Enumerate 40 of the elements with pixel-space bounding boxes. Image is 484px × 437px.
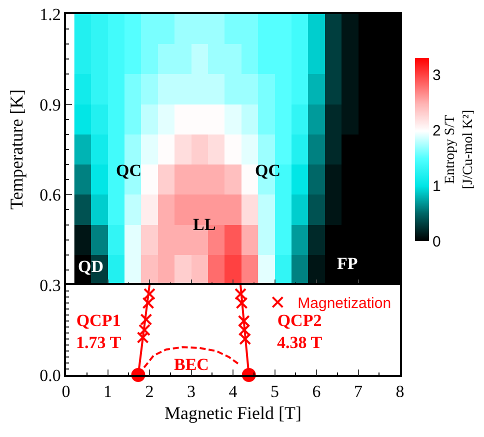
annotation: QC (255, 161, 280, 180)
point (140, 314, 152, 326)
x-tick-label: 8 (396, 382, 404, 402)
x-tick-label: 2 (145, 382, 154, 402)
color-bar-label: 0 (432, 233, 441, 250)
annotation: LL (193, 215, 216, 234)
point (234, 288, 247, 300)
y-tick-label: 0.6 (40, 186, 61, 205)
color-bar-label: 3 (432, 66, 441, 84)
point (236, 297, 248, 309)
y-axis-title: Temperature [K] (6, 89, 26, 210)
x-axis-title: Magnetic Field [T] (164, 402, 302, 423)
point (144, 288, 156, 300)
x-tick-label: 1 (104, 382, 112, 402)
annotation: QC (116, 161, 142, 180)
x-tick-label: 3 (187, 382, 196, 402)
point (138, 324, 150, 336)
color-bar-title: Entropy S/T [J/Cu-mol K²] (442, 110, 476, 190)
point (142, 297, 154, 309)
color-bar-label: 2 (432, 122, 441, 140)
x-tick-label: 6 (312, 382, 321, 402)
y-tick-label: 0.9 (40, 95, 61, 114)
legend-label: Magnetization (298, 295, 392, 312)
annotation: FP (337, 254, 358, 273)
annotation: QD (78, 257, 104, 276)
point (238, 315, 250, 327)
annotation: QCP2 4.38 T (277, 311, 323, 352)
y-tick-label: 0.3 (40, 276, 61, 295)
point (239, 333, 252, 345)
annotation: BEC (174, 355, 209, 374)
color-bar-label: 1 (432, 178, 441, 195)
point (136, 332, 149, 344)
annotation: QCP1 1.73 T (76, 311, 122, 352)
point (238, 324, 250, 336)
x-tick-label: 0 (62, 382, 70, 402)
x-tick-label: 7 (354, 382, 363, 402)
y-tick-label: 1.2 (40, 4, 61, 24)
x-tick-label: 5 (270, 382, 279, 402)
x-tick-label: 4 (228, 382, 238, 402)
y-tick-label: 0.0 (40, 366, 61, 385)
